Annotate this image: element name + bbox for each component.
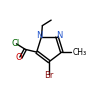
Text: Cl: Cl — [11, 39, 19, 48]
Text: N: N — [56, 31, 62, 40]
Text: O: O — [16, 53, 23, 62]
Text: Br: Br — [45, 71, 54, 80]
Text: CH₃: CH₃ — [73, 48, 87, 57]
Text: N: N — [36, 31, 42, 40]
